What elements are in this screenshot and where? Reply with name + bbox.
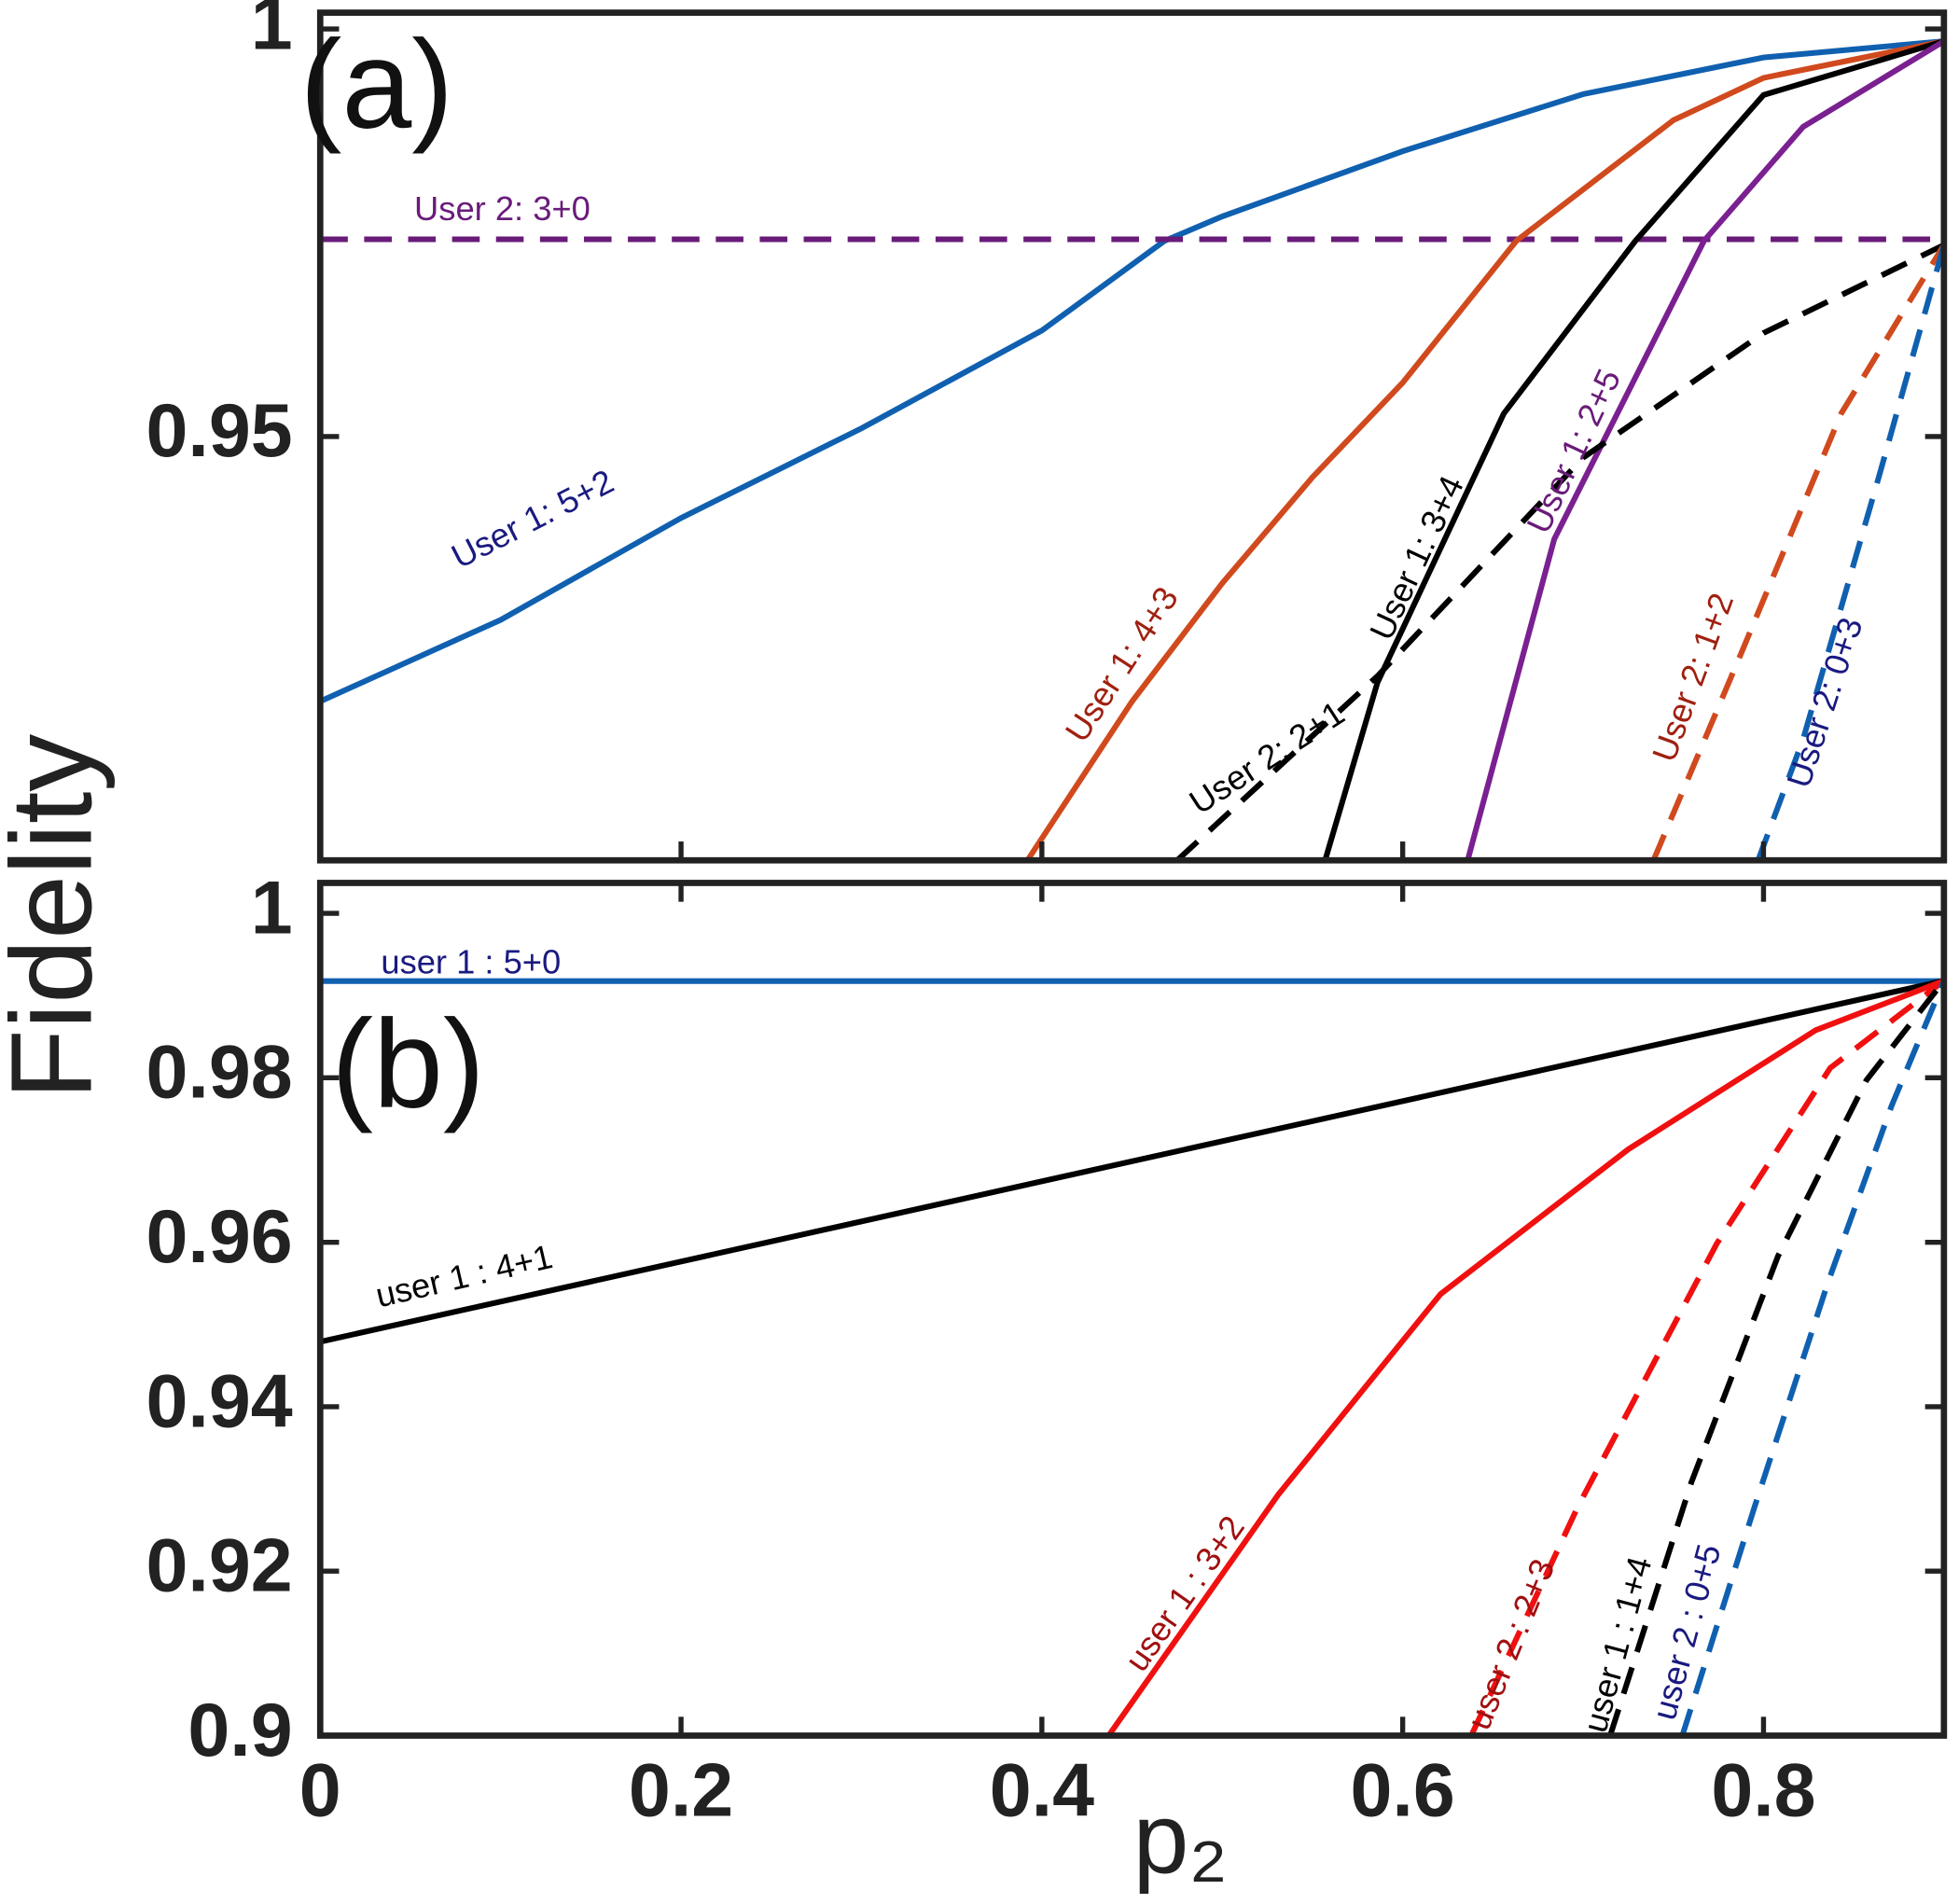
x-tick-label: 0.2: [629, 1748, 733, 1832]
x-axis-label: p₂: [1133, 1782, 1229, 1894]
line: [1465, 38, 1944, 861]
plot-area: [320, 978, 1944, 1736]
series-label: user 1 : 5+0: [381, 943, 561, 981]
plot-area: [320, 38, 1944, 861]
series-label: User 2: 2+1: [1183, 693, 1352, 821]
line: [1755, 243, 1944, 861]
y-tick-label: 1: [251, 0, 293, 65]
x-tick-label: 0.8: [1711, 1748, 1815, 1832]
y-tick-label: 0.92: [146, 1524, 292, 1608]
y-tick-label: 0.98: [146, 1031, 292, 1115]
line: [1607, 979, 1944, 1736]
series-label: user 1 : 3+2: [1118, 1508, 1252, 1678]
line: [1650, 243, 1944, 861]
line: [1105, 978, 1944, 1736]
series-label: User 1: 4+3: [1058, 580, 1186, 749]
y-tick-label: 1: [251, 866, 293, 950]
line: [1679, 980, 1944, 1736]
panel-label: (a): [300, 14, 454, 155]
x-tick-label: 0.4: [990, 1748, 1094, 1832]
line: [1174, 242, 1944, 861]
frame: [316, 880, 1948, 1739]
series-label: User 1: 2+5: [1519, 363, 1628, 538]
x-tick-label: 0: [299, 1748, 341, 1832]
y-tick-label: 0.95: [146, 389, 292, 473]
line: [1322, 38, 1944, 861]
series-label: user 1 : 4+1: [372, 1237, 556, 1314]
series-label: User 2: 1+2: [1645, 588, 1741, 766]
panel-label: (b): [331, 994, 485, 1134]
line: [1024, 38, 1944, 861]
series-label: User 2: 0+3: [1779, 613, 1869, 792]
series-label: user 2 : 2+3: [1459, 1553, 1562, 1734]
series-label: User 1: 5+2: [445, 462, 619, 576]
y-tick-label: 0.9: [188, 1689, 292, 1772]
x-tick-label: 0.6: [1351, 1748, 1455, 1832]
line: [320, 978, 1944, 1345]
y-tick-label: 0.96: [146, 1195, 292, 1279]
line: [1468, 978, 1944, 1736]
y-tick-label: 0.94: [146, 1359, 292, 1443]
series-label: User 1: 3+4: [1362, 470, 1471, 646]
series-label: User 2: 3+0: [414, 189, 590, 228]
frame: [316, 9, 1948, 864]
y-axis-label: Fidelity: [0, 734, 116, 1100]
